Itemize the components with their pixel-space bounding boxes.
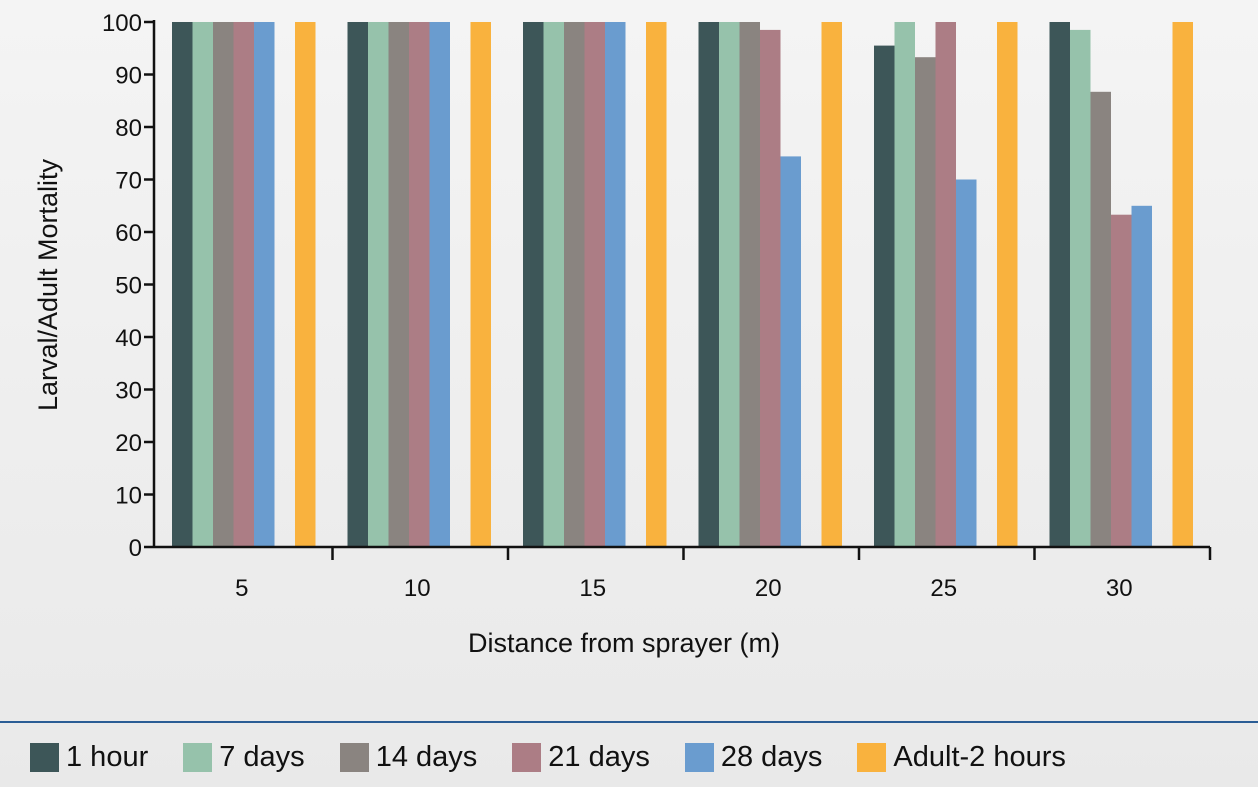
- legend-item: 14 days: [339, 740, 478, 774]
- bars: [172, 22, 1193, 548]
- bar: [584, 22, 605, 547]
- x-tick-label: 20: [755, 575, 782, 602]
- legend: 1 hour 7 days 14 days 21 days 28 days Adult-2…: [30, 737, 1066, 777]
- bar: [780, 156, 801, 547]
- legend-item: Adult-2 hours: [857, 741, 1066, 774]
- legend-item: 1 hour: [30, 741, 148, 774]
- bar: [646, 22, 667, 547]
- bar: [1131, 205, 1152, 548]
- bar: [1172, 22, 1193, 547]
- y-tick-label: 100: [102, 10, 142, 37]
- bar: [719, 22, 740, 547]
- legend-item: 7 days: [183, 740, 305, 774]
- bar: [915, 57, 936, 547]
- bar: [192, 22, 213, 547]
- x-tick-label: 15: [579, 575, 606, 602]
- bar: [605, 22, 626, 547]
- chart-area: 0 10 20 30 40 50 60 70 80 90 100 5 10 15 20 25 30 Larva…: [33, 10, 1212, 658]
- legend-label: 7 days: [219, 740, 305, 773]
- bar: [295, 22, 316, 547]
- legend-item: 21 days: [512, 741, 650, 774]
- y-tick-label: 40: [115, 325, 142, 352]
- legend-label: 21 days: [548, 740, 650, 773]
- legend-swatch: [339, 742, 369, 772]
- legend-swatch: [512, 742, 542, 772]
- bar: [935, 22, 956, 547]
- y-tick-label: 70: [115, 168, 142, 195]
- bar: [698, 22, 719, 547]
- y-tick-label: 0: [129, 535, 142, 562]
- bar: [760, 29, 781, 547]
- y-axis-ticks: 0 10 20 30 40 50 60 70 80 90 100: [102, 10, 154, 562]
- bar: [739, 22, 760, 547]
- x-axis-title: Distance from sprayer (m): [468, 628, 780, 658]
- legend-label: 1 hour: [66, 740, 149, 773]
- legend-divider: [0, 721, 1258, 723]
- y-tick-label: 10: [115, 483, 142, 510]
- bar: [523, 22, 544, 547]
- bar: [470, 22, 491, 547]
- y-tick-label: 80: [115, 115, 142, 142]
- bar: [543, 22, 564, 547]
- y-tick-label: 90: [115, 63, 142, 90]
- legend-label: Adult-2 hours: [893, 740, 1066, 773]
- bar: [1090, 91, 1111, 548]
- bar: [564, 22, 585, 547]
- legend-swatch: [30, 742, 59, 772]
- bar: [1070, 29, 1091, 547]
- y-tick-label: 60: [115, 220, 142, 247]
- legend-swatch: [857, 742, 887, 772]
- legend-swatch: [684, 742, 714, 772]
- bar: [388, 22, 409, 547]
- legend-label: 28 days: [720, 740, 823, 773]
- bar: [956, 179, 977, 547]
- bar: [821, 22, 842, 547]
- y-tick-label: 20: [115, 430, 142, 457]
- y-tick-label: 30: [115, 378, 142, 405]
- bar: [213, 22, 234, 547]
- bar: [409, 22, 430, 547]
- y-axis-title: Larval/Adult Mortality: [33, 158, 63, 411]
- bar: [429, 22, 450, 547]
- bar: [997, 22, 1018, 547]
- x-tick-label: 5: [235, 575, 248, 602]
- bar: [1049, 22, 1070, 547]
- legend-swatch: [183, 742, 213, 772]
- bar: [874, 45, 895, 547]
- x-tick-label: 30: [1106, 575, 1133, 602]
- bar: [894, 22, 915, 547]
- y-tick-label: 50: [115, 273, 142, 300]
- x-tick-label: 10: [404, 575, 431, 602]
- x-tick-label: 25: [930, 575, 957, 602]
- legend-label: 14 days: [375, 740, 478, 773]
- bar: [233, 22, 254, 547]
- bar: [347, 22, 368, 547]
- x-axis-ticks: 5 10 15 20 25 30: [235, 547, 1212, 602]
- bar: [172, 22, 193, 547]
- bar-chart: 0 10 20 30 40 50 60 70 80 90 100 5 10 15 20 25 30 Larva…: [33, 10, 1212, 658]
- bar: [254, 22, 275, 547]
- legend-item: 28 days: [684, 740, 823, 774]
- bar: [368, 22, 389, 547]
- bar: [1111, 214, 1132, 547]
